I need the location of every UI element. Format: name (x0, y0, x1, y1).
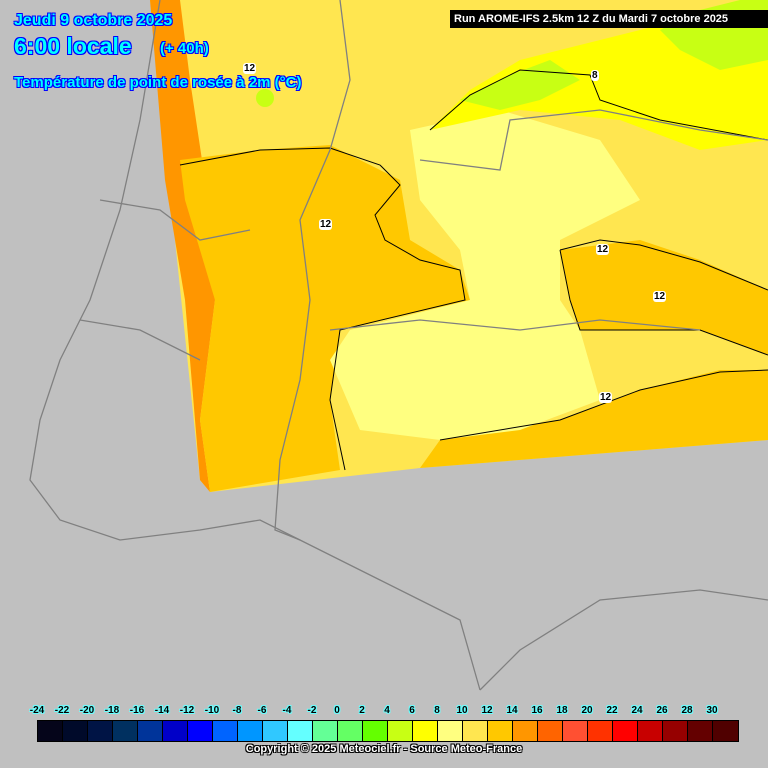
legend-tick: 8 (434, 705, 440, 716)
color-swatch (138, 721, 163, 741)
legend-ticks: -24 -22 -20 -18 -16 -14 -12 -10 -8 -6 -4 -2 0 2 4 6 8 10 1… (0, 705, 768, 719)
color-swatch (638, 721, 663, 741)
color-swatch (38, 721, 63, 741)
legend-tick: -8 (232, 705, 242, 716)
parameter-title: Température de point de rosée à 2m (°C) (13, 74, 302, 92)
color-swatch (88, 721, 113, 741)
light-yellow-center (330, 110, 640, 440)
contour-label: 12 (599, 392, 613, 403)
region-border-2 (419, 109, 768, 171)
legend-tick: -24 (29, 705, 45, 716)
borders (29, 0, 768, 691)
legend-tick: 6 (409, 705, 415, 716)
legend-tick: -2 (307, 705, 317, 716)
color-swatch (688, 721, 713, 741)
color-swatch (438, 721, 463, 741)
color-swatch (613, 721, 638, 741)
color-swatch (263, 721, 288, 741)
legend-tick: -12 (179, 705, 195, 716)
legend-tick: -10 (204, 705, 220, 716)
legend-tick: 28 (681, 705, 693, 716)
legend-tick: -18 (104, 705, 120, 716)
color-swatch (63, 721, 88, 741)
color-swatch (113, 721, 138, 741)
color-swatch (713, 721, 738, 741)
legend-tick: 2 (359, 705, 365, 716)
region-border-3 (329, 319, 701, 331)
country-border (274, 0, 351, 541)
legend-tick: 30 (706, 705, 718, 716)
contour-12-south (439, 369, 768, 441)
legend-tick: 22 (606, 705, 618, 716)
legend-tick: 18 (556, 705, 568, 716)
coastline (29, 0, 481, 691)
color-swatch (163, 721, 188, 741)
color-swatch (488, 721, 513, 741)
color-swatch (313, 721, 338, 741)
color-swatch (363, 721, 388, 741)
legend-tick: -14 (154, 705, 170, 716)
color-swatch (463, 721, 488, 741)
contour-8 (429, 69, 768, 141)
legend-tick: 16 (531, 705, 543, 716)
color-swatch (388, 721, 413, 741)
run-banner: Run AROME-IFS 2.5km 12 Z du Mardi 7 octo… (450, 10, 768, 28)
lead-time: (+ 40h) (160, 40, 210, 58)
band-12-west (180, 145, 470, 492)
region-border (479, 589, 768, 691)
color-swatch (563, 721, 588, 741)
yellow-north (430, 20, 768, 150)
color-scale (37, 720, 739, 742)
legend-tick: 0 (334, 705, 340, 716)
color-swatch (213, 721, 238, 741)
forecast-time: 6:00 locale (14, 33, 133, 60)
forecast-date: Jeudi 9 octobre 2025 (13, 12, 173, 30)
color-swatch (588, 721, 613, 741)
legend-tick: 20 (581, 705, 593, 716)
contour-label: 12 (596, 244, 610, 255)
contour-label: 12 (243, 63, 257, 74)
legend-tick: -4 (282, 705, 292, 716)
legend-tick: 12 (481, 705, 493, 716)
color-swatch (413, 721, 438, 741)
legend-tick: -16 (129, 705, 145, 716)
legend-tick: 10 (456, 705, 468, 716)
legend-tick: 26 (656, 705, 668, 716)
color-swatch (513, 721, 538, 741)
coastal-orange-strip (150, 0, 215, 492)
legend-tick: -22 (54, 705, 70, 716)
contour-label: 8 (591, 70, 599, 81)
copyright: Copyright © 2025 Meteociel.fr - Source M… (245, 743, 523, 755)
color-swatch (238, 721, 263, 741)
color-swatch (288, 721, 313, 741)
color-swatch (538, 721, 563, 741)
legend-tick: 14 (506, 705, 518, 716)
legend-tick: -20 (79, 705, 95, 716)
color-swatch (663, 721, 688, 741)
color-swatch (188, 721, 213, 741)
contour-label: 12 (319, 219, 333, 230)
legend-tick: 24 (631, 705, 643, 716)
region-border-4 (79, 199, 251, 361)
color-swatch (338, 721, 363, 741)
legend-tick: 4 (384, 705, 390, 716)
contour-12-east (559, 239, 768, 356)
band-12-south (420, 370, 768, 468)
green-spot (256, 89, 274, 107)
legend-tick: -6 (257, 705, 267, 716)
contour-label: 12 (653, 291, 667, 302)
